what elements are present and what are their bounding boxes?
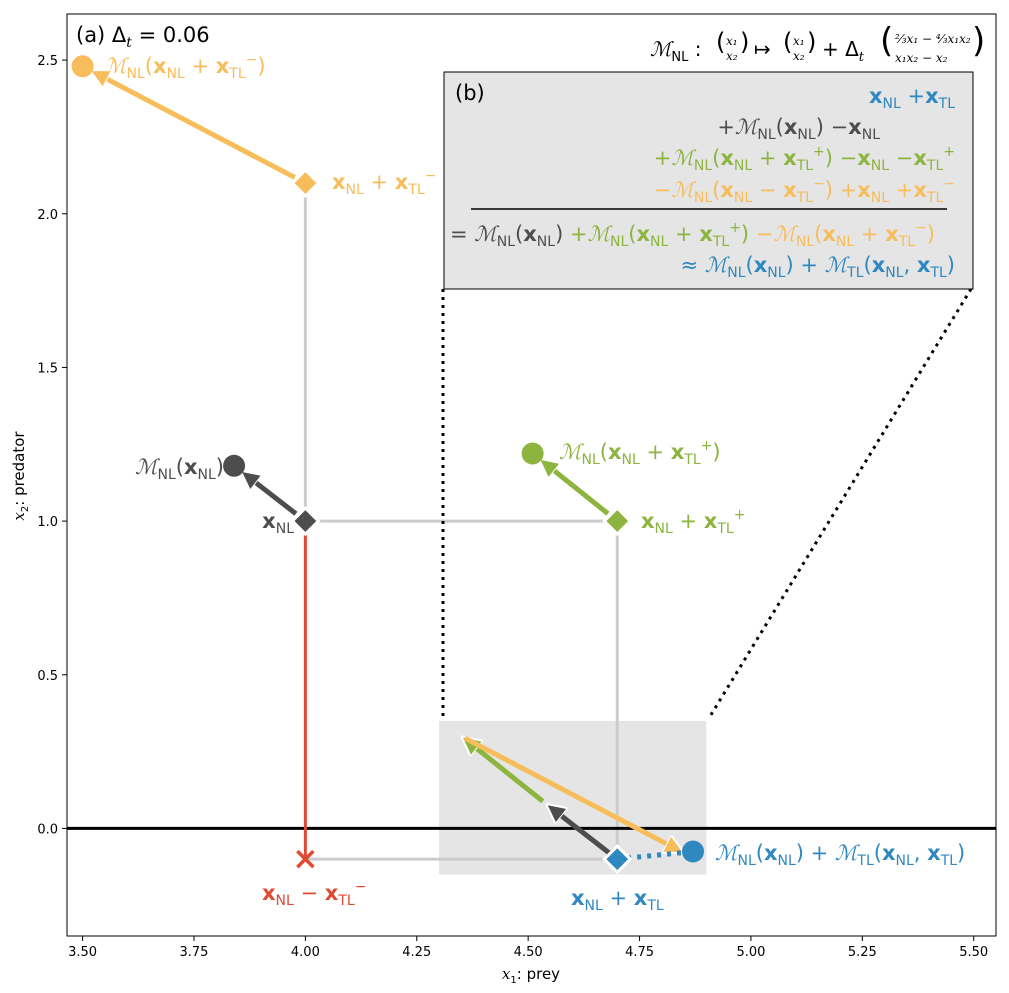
svg-text:(: ( — [716, 28, 725, 56]
svg-text:x₁: x₁ — [793, 34, 805, 48]
x-axis: 3.50 3.75 4.00 4.25 4.50 4.75 5.00 5.25 5.50 — [68, 936, 988, 960]
svg-text:x₁x₂ − x₂: x₁x₂ − x₂ — [895, 51, 948, 65]
svg-text:−ℳNL(xNL − xTL−) +xNL +x: −ℳNL(xNL − xTL−) +xNL +xTL− — [654, 176, 955, 206]
y-tick-label: 1.0 — [37, 515, 58, 530]
marker-x-nl — [290, 505, 321, 537]
svg-text:(: ( — [783, 28, 792, 56]
inset-arrow-minus — [463, 735, 681, 851]
x-tick-label: 5.50 — [959, 945, 988, 960]
x-tick-label: 4.25 — [402, 945, 431, 960]
x-tick-label: 4.50 — [514, 945, 543, 960]
svg-text:+ Δt: + Δt — [822, 37, 865, 65]
label-x-nl-minus-minus: xNL − xTL− — [262, 879, 366, 909]
label-x-nl-plus-minus: xNL + xTL− — [332, 168, 436, 198]
panel-b-connector-right — [707, 288, 973, 719]
label-x-nl-plus-plus: xNL + xTL+ — [641, 507, 745, 537]
y-tick-label: 0.5 — [37, 669, 58, 684]
svg-text:): ) — [807, 28, 816, 56]
panel-b-box — [443, 71, 974, 290]
panel-a-label: (a) Δt = 0.06 — [76, 23, 210, 51]
svg-text:x₁: x₁ — [726, 34, 738, 48]
svg-text:): ) — [740, 28, 749, 56]
x-tick-label: 5.00 — [736, 945, 765, 960]
marker-x-nl-minus-minus — [296, 849, 315, 869]
label-x-nl: xNL — [262, 509, 294, 537]
construction-lines — [303, 183, 619, 861]
label-x-nl-plus-tl: xNL + xTL — [571, 886, 664, 914]
marker-m-nl-minus — [71, 55, 94, 78]
inset-arrow-nl — [549, 806, 616, 859]
marker-tangent-linear — [682, 840, 705, 863]
markers — [71, 55, 705, 875]
y-axis-label: x2: predator — [10, 431, 31, 521]
x-tick-label: 4.00 — [291, 945, 320, 960]
y-tick-label: 2.5 — [37, 54, 58, 69]
marker-x-nl-tl — [602, 844, 633, 875]
map-definition: ℳNL : ( x₁ x₂ ) ↦ ( x₁ x₂ ) + Δt ( ⅔x₁ −… — [650, 21, 985, 65]
svg-text:x₂: x₂ — [726, 49, 738, 63]
label-tangent-linear: ℳNL(xNL) + ℳTL(xNL, xTL) — [715, 841, 965, 869]
y-tick-label: 0.0 — [37, 822, 58, 837]
svg-text:xNL +xTL: xNL +xTL — [869, 84, 955, 112]
arrow-nl — [244, 473, 298, 516]
x-tick-label: 4.75 — [625, 945, 654, 960]
y-axis: 0.0 0.5 1.0 1.5 2.0 2.5 — [37, 54, 67, 837]
inset-arrow-plus — [464, 739, 545, 804]
point-labels: ℳNL(xNL + xTL−) xNL + xTL− ℳNL(xNL) xNL … — [104, 52, 965, 914]
marker-x-nl-plus — [602, 505, 633, 537]
arrow-plus — [542, 461, 610, 516]
label-m-nl: ℳNL(xNL) — [135, 455, 224, 483]
arrows — [93, 72, 694, 862]
svg-text:x₂: x₂ — [793, 49, 805, 63]
label-m-nl-plus: ℳNL(xNL + xTL+) — [559, 438, 721, 468]
svg-text:(: ( — [880, 21, 893, 61]
svg-text:ℳNL :: ℳNL : — [650, 37, 701, 65]
panel-b-label: (b) — [455, 81, 485, 105]
arrow-minus — [93, 72, 296, 180]
svg-text:↦: ↦ — [754, 37, 771, 61]
y-tick-label: 2.0 — [37, 208, 58, 223]
svg-text:= ℳNL(xNL) +ℳNL(xNL + xTL+) −ℳ: = ℳNL(xNL) +ℳNL(xNL + xTL+) −ℳNL(xNL + x… — [450, 220, 935, 250]
marker-m-nl-plus — [521, 442, 544, 465]
marker-x-nl-minus — [290, 167, 321, 199]
svg-text:): ) — [972, 21, 985, 61]
label-m-nl-minus: ℳNL(xNL + xTL−) — [104, 52, 266, 82]
panel-b: (b) xNL +xTL +ℳNL(xNL) −xNL +ℳNL(xNL + x… — [443, 71, 974, 290]
svg-text:≈ ℳNL(xNL) + ℳTL(xNL, xTL): ≈ ℳNL(xNL) + ℳTL(xNL, xTL) — [680, 253, 955, 281]
x-tick-label: 5.25 — [848, 945, 877, 960]
x-axis-label: x1: prey — [502, 965, 560, 986]
y-tick-label: 1.5 — [37, 361, 58, 376]
svg-text:+ℳNL(xNL) −xNL: +ℳNL(xNL) −xNL — [717, 115, 880, 143]
marker-m-nl — [223, 454, 246, 477]
svg-text:⅔x₁ − ⁴⁄₃x₁x₂: ⅔x₁ − ⁴⁄₃x₁x₂ — [895, 32, 971, 46]
x-tick-label: 3.75 — [180, 945, 209, 960]
x-tick-label: 3.50 — [68, 945, 97, 960]
